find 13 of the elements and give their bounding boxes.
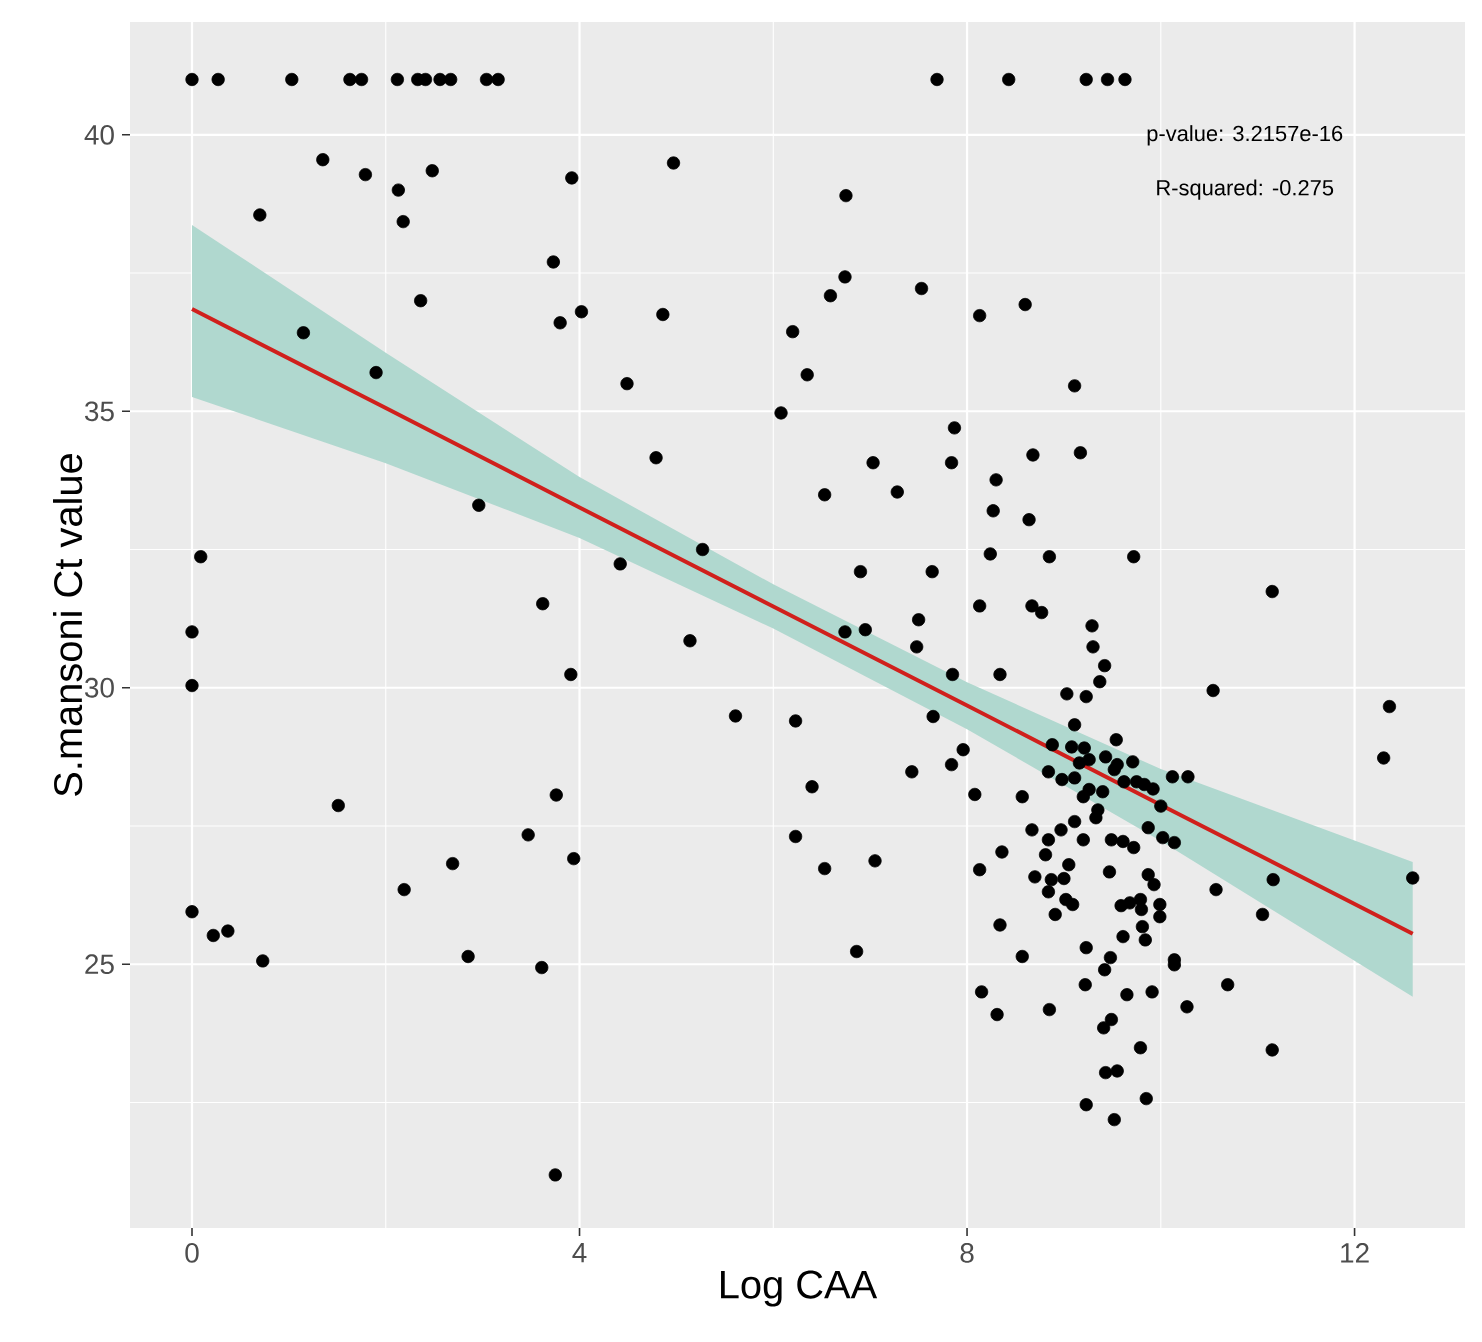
annotation: R-squared: -0.275: [1157, 179, 1334, 200]
y-tick-label: 40: [84, 124, 114, 145]
y-axis-title: S.mansoni Ct value: [52, 454, 83, 796]
line-series: [190, 306, 1415, 936]
x-tick-label: 0: [185, 1243, 199, 1263]
x-axis-title: Log CAA: [721, 1270, 878, 1307]
y-tick-label: 35: [84, 401, 114, 422]
x-tick-label: 4: [572, 1243, 587, 1263]
y-tick-label: 25: [85, 954, 114, 975]
annotation: p-value: 3.2157e-16: [1147, 125, 1343, 146]
x-tick-label: 8: [960, 1243, 974, 1263]
y-tick-label: 30: [84, 677, 114, 698]
x-tick-label: 12: [1341, 1243, 1369, 1263]
